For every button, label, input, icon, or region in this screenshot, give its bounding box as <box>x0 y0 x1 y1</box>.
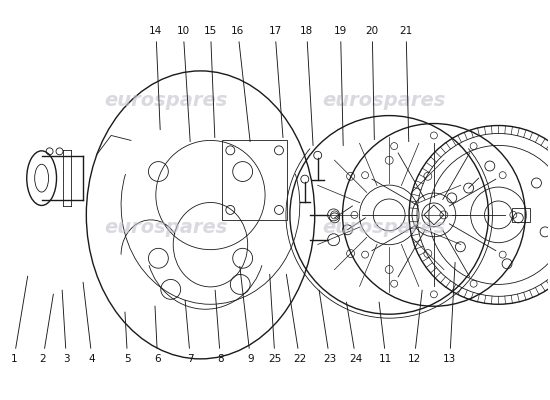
Text: 16: 16 <box>231 26 250 142</box>
Text: 10: 10 <box>177 26 190 142</box>
Text: 23: 23 <box>319 290 336 364</box>
Text: 25: 25 <box>268 274 282 364</box>
Text: 14: 14 <box>149 26 163 130</box>
Text: eurospares: eurospares <box>322 218 446 237</box>
Text: 4: 4 <box>83 282 95 364</box>
Text: 19: 19 <box>334 26 347 146</box>
Text: 18: 18 <box>300 26 313 146</box>
Text: 3: 3 <box>62 290 70 364</box>
Text: 2: 2 <box>40 294 53 364</box>
Text: 17: 17 <box>268 26 283 138</box>
Text: 21: 21 <box>399 26 412 142</box>
Text: 13: 13 <box>443 262 456 364</box>
Text: 9: 9 <box>240 266 254 364</box>
Text: 12: 12 <box>408 290 422 364</box>
Text: eurospares: eurospares <box>104 91 228 110</box>
Text: 20: 20 <box>366 26 379 140</box>
Text: eurospares: eurospares <box>104 218 228 237</box>
Text: 8: 8 <box>215 290 224 364</box>
Text: 22: 22 <box>287 274 306 364</box>
Text: 5: 5 <box>124 312 131 364</box>
Text: 6: 6 <box>154 306 161 364</box>
Text: 11: 11 <box>379 302 393 364</box>
Text: eurospares: eurospares <box>322 91 446 110</box>
Text: 24: 24 <box>346 302 362 364</box>
Text: 7: 7 <box>185 300 194 364</box>
Text: 15: 15 <box>204 26 217 138</box>
Text: 1: 1 <box>10 276 28 364</box>
